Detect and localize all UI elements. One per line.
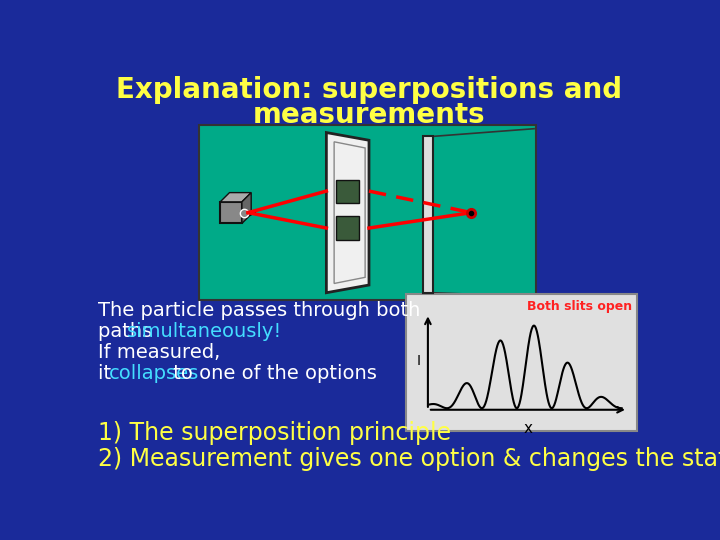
Text: to one of the options: to one of the options xyxy=(167,363,377,382)
Bar xyxy=(336,179,359,202)
Polygon shape xyxy=(220,193,251,202)
Bar xyxy=(406,294,637,431)
Text: 1) The superposition principle: 1) The superposition principle xyxy=(98,421,451,445)
Text: Both slits open: Both slits open xyxy=(527,300,632,313)
Text: Explanation: superpositions and: Explanation: superpositions and xyxy=(116,76,622,104)
Polygon shape xyxy=(326,132,369,293)
Text: simultaneously!: simultaneously! xyxy=(127,322,282,341)
Bar xyxy=(423,137,433,293)
Polygon shape xyxy=(242,193,251,224)
Bar xyxy=(336,217,359,240)
Text: The particle passes through both: The particle passes through both xyxy=(98,301,420,320)
Text: If measured,: If measured, xyxy=(98,343,220,362)
Text: it: it xyxy=(98,363,117,382)
Bar xyxy=(220,202,242,224)
Text: I: I xyxy=(416,354,420,368)
Text: 2) Measurement gives one option & changes the state: 2) Measurement gives one option & change… xyxy=(98,447,720,471)
Text: x: x xyxy=(523,421,532,436)
Text: paths: paths xyxy=(98,322,158,341)
Bar xyxy=(199,125,536,300)
Text: measurements: measurements xyxy=(253,101,485,129)
Text: collapses: collapses xyxy=(109,363,199,382)
